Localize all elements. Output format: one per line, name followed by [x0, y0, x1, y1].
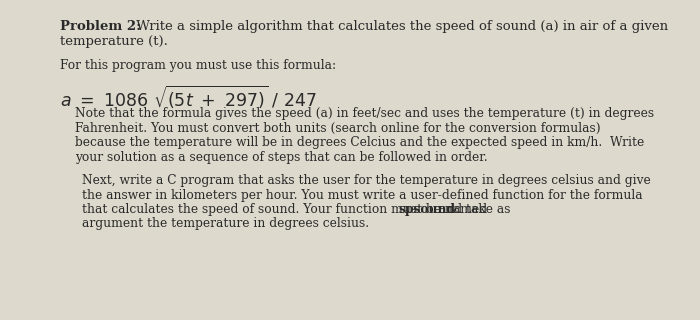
Text: argument the temperature in degrees celsius.: argument the temperature in degrees cels… — [82, 218, 369, 230]
Text: because the temperature will be in degrees Celcius and the expected speed in km/: because the temperature will be in degre… — [75, 136, 644, 149]
Text: Next, write a C program that asks the user for the temperature in degrees celsiu: Next, write a C program that asks the us… — [82, 174, 651, 187]
Text: that calculates the speed of sound. Your function must be named: that calculates the speed of sound. Your… — [82, 203, 491, 216]
Text: Note that the formula gives the speed (a) in feet/sec and uses the temperature (: Note that the formula gives the speed (a… — [75, 107, 654, 120]
Text: and take as: and take as — [435, 203, 511, 216]
Text: Write a simple algorithm that calculates the speed of sound (a) in air of a give: Write a simple algorithm that calculates… — [132, 20, 668, 33]
Text: Fahrenheit. You must convert both units (search online for the conversion formul: Fahrenheit. You must convert both units … — [75, 122, 601, 134]
Text: $\mathit{a}\ =\ 1086\ \sqrt{(5t\ +\ 297)}\ /\ 247$: $\mathit{a}\ =\ 1086\ \sqrt{(5t\ +\ 297)… — [60, 84, 317, 111]
Text: temperature (t).: temperature (t). — [60, 35, 168, 47]
Text: For this program you must use this formula:: For this program you must use this formu… — [60, 59, 336, 72]
Text: spsound: spsound — [399, 203, 456, 216]
Text: Problem 2:: Problem 2: — [60, 20, 141, 33]
Text: your solution as a sequence of steps that can be followed in order.: your solution as a sequence of steps tha… — [75, 150, 488, 164]
Text: the answer in kilometers per hour. You must write a user-defined function for th: the answer in kilometers per hour. You m… — [82, 188, 643, 202]
